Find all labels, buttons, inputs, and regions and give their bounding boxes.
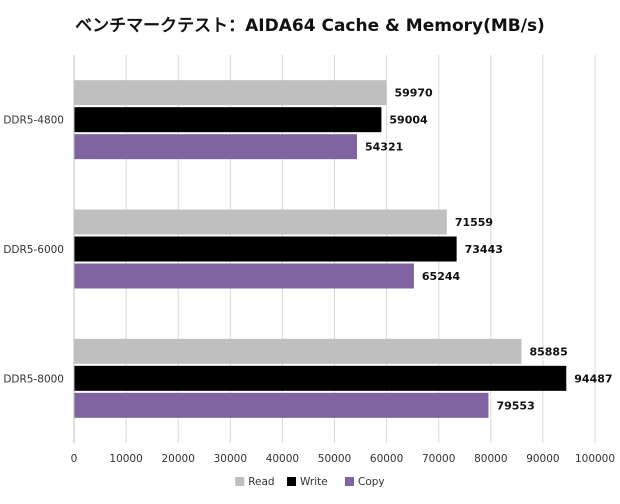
x-tick-label: 20000 xyxy=(161,453,194,465)
x-tick-label: 30000 xyxy=(214,453,247,465)
bar-copy xyxy=(74,263,414,289)
x-axis: 0 10000 20000 30000 40000 50000 60000 70000 8000… xyxy=(71,453,615,465)
category-label: DDR5-4800 xyxy=(3,115,64,127)
y-axis: DDR5-4800 DDR5-6000 DDR5-8000 xyxy=(3,55,75,443)
bar-copy xyxy=(74,392,489,418)
legend-label-read: Read xyxy=(248,476,274,488)
data-label: 54321 xyxy=(365,141,403,154)
data-label: 73443 xyxy=(465,243,503,256)
x-tick-label: 10000 xyxy=(109,453,142,465)
bar-write xyxy=(74,107,382,133)
bar-read xyxy=(74,80,387,106)
x-tick-label: 50000 xyxy=(318,453,351,465)
bar-write xyxy=(74,365,567,391)
x-tick-label: 60000 xyxy=(370,453,403,465)
bar-write xyxy=(74,236,457,262)
category-label: DDR5-6000 xyxy=(3,244,64,256)
x-tick-label: 40000 xyxy=(266,453,299,465)
legend: Read Write Copy xyxy=(235,476,385,488)
x-tick-label: 80000 xyxy=(474,453,507,465)
data-label: 85885 xyxy=(529,345,567,358)
legend-label-write: Write xyxy=(300,476,328,488)
x-tick-label: 100000 xyxy=(575,453,615,465)
data-label: 94487 xyxy=(574,372,612,385)
data-label: 79553 xyxy=(496,399,534,412)
data-label: 65244 xyxy=(422,270,461,283)
bar-copy xyxy=(74,134,358,160)
bars xyxy=(74,80,567,418)
legend-swatch-copy xyxy=(345,477,354,486)
bar-read xyxy=(74,209,447,235)
chart-title: ベンチマークテスト：AIDA64 Cache & Memory(MB/s) xyxy=(75,16,545,36)
legend-swatch-write xyxy=(287,477,296,486)
data-labels: 59970 59004 54321 71559 73443 65244 85885 94487… xyxy=(365,87,613,413)
x-tick-label: 70000 xyxy=(422,453,455,465)
x-tick-label: 0 xyxy=(71,453,78,465)
data-label: 71559 xyxy=(455,216,493,229)
data-label: 59970 xyxy=(394,87,433,100)
data-label: 59004 xyxy=(389,114,428,127)
category-label: DDR5-8000 xyxy=(3,373,64,385)
legend-label-copy: Copy xyxy=(358,476,385,488)
bar-read xyxy=(74,338,522,364)
x-tick-label: 90000 xyxy=(526,453,559,465)
legend-swatch-read xyxy=(235,477,245,486)
